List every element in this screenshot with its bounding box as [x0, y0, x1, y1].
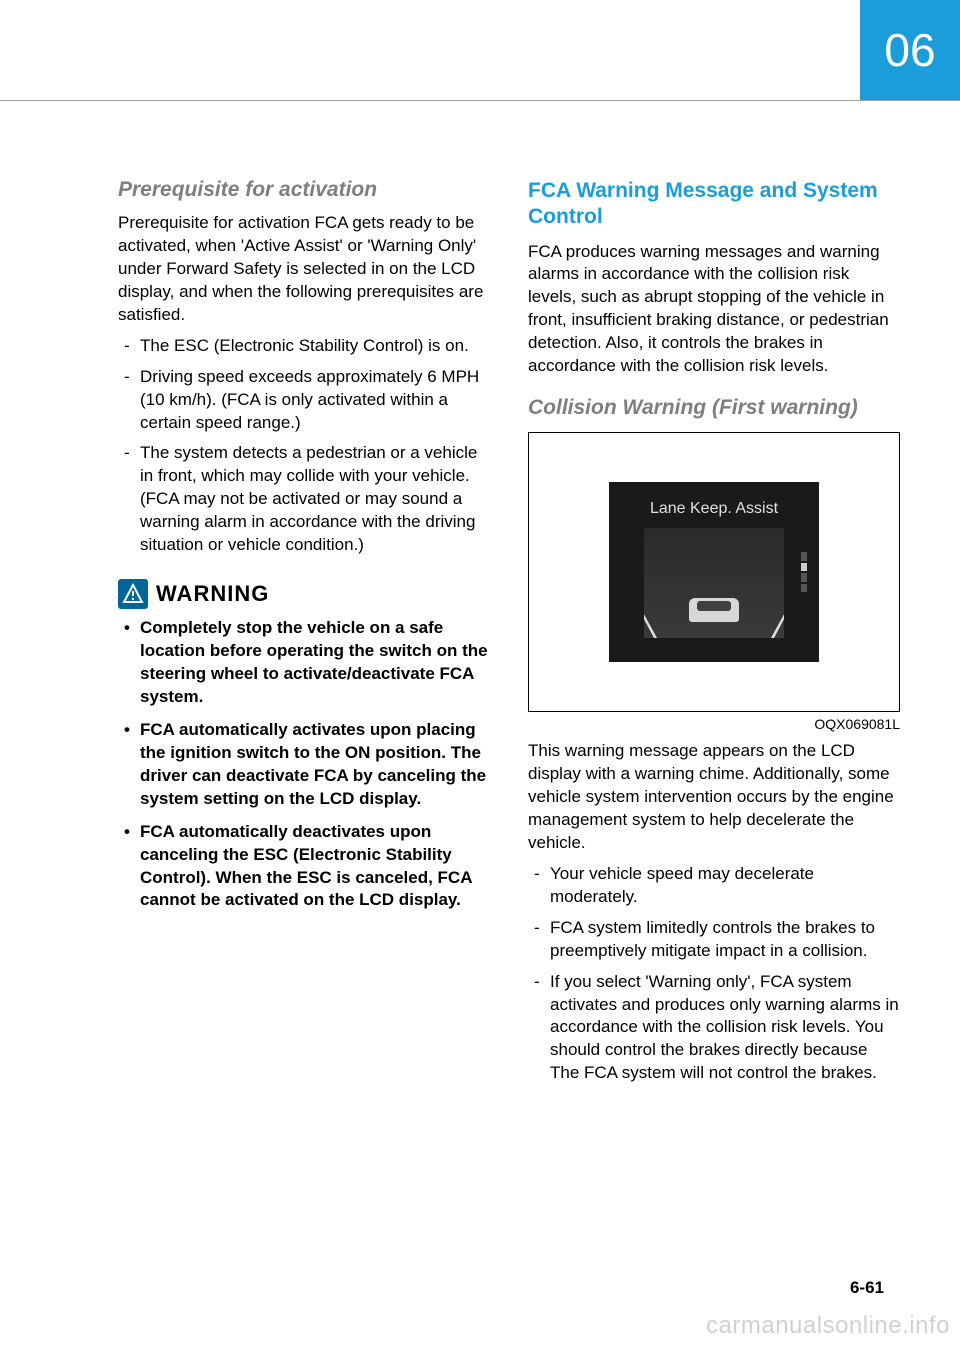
lcd-display-text: Lane Keep. Assist	[650, 500, 778, 518]
car-body	[689, 598, 739, 622]
header-divider	[0, 100, 960, 101]
page-number: 6-61	[850, 1278, 884, 1298]
list-item: FCA automatically deactivates upon cance…	[118, 821, 490, 913]
list-item: If you select 'Warning only', FCA system…	[528, 971, 900, 1086]
car-icon	[689, 598, 739, 630]
indicator-segment	[801, 563, 807, 572]
section-body: This warning message appears on the LCD …	[528, 740, 900, 855]
lane-line	[771, 577, 784, 638]
indicator-segment	[801, 584, 807, 593]
chapter-number: 06	[884, 23, 935, 77]
watermark: carmanualsonline.info	[706, 1312, 950, 1340]
prerequisite-list: The ESC (Electronic Stability Control) i…	[118, 335, 490, 557]
warning-header: WARNING	[118, 579, 490, 609]
list-item: Completely stop the vehicle on a safe lo…	[118, 617, 490, 709]
lcd-figure: Lane Keep. Assist	[528, 432, 900, 712]
section-intro: Prerequisite for activation FCA gets rea…	[118, 212, 490, 327]
chapter-tab: 06	[860, 0, 960, 100]
list-item: FCA automatically activates upon placing…	[118, 719, 490, 811]
right-column: FCA Warning Message and System Control F…	[528, 178, 900, 1093]
warning-list: Completely stop the vehicle on a safe lo…	[118, 617, 490, 912]
content-area: Prerequisite for activation Prerequisite…	[0, 0, 960, 1093]
collision-bullets: Your vehicle speed may decelerate modera…	[528, 863, 900, 1085]
list-item: Your vehicle speed may decelerate modera…	[528, 863, 900, 909]
warning-label: WARNING	[156, 581, 269, 607]
list-item: Driving speed exceeds approximately 6 MP…	[118, 366, 490, 435]
side-indicator	[801, 552, 807, 592]
lcd-screen: Lane Keep. Assist	[609, 482, 819, 662]
lane-view-graphic	[644, 528, 784, 638]
section-body: FCA produces warning messages and warnin…	[528, 241, 900, 379]
indicator-segment	[801, 573, 807, 582]
list-item: The ESC (Electronic Stability Control) i…	[118, 335, 490, 358]
manual-page: 06 Prerequisite for activation Prerequis…	[0, 0, 960, 1346]
warning-icon	[118, 579, 148, 609]
car-window	[697, 601, 731, 611]
indicator-segment	[801, 552, 807, 561]
list-item: FCA system limitedly controls the brakes…	[528, 917, 900, 963]
list-item: The system detects a pedestrian or a veh…	[118, 442, 490, 557]
figure-caption: OQX069081L	[528, 716, 900, 732]
section-heading: Prerequisite for activation	[118, 178, 490, 202]
section-heading: FCA Warning Message and System Control	[528, 178, 900, 231]
left-column: Prerequisite for activation Prerequisite…	[118, 178, 490, 1093]
sub-heading: Collision Warning (First warning)	[528, 396, 900, 420]
lane-line	[644, 577, 657, 638]
